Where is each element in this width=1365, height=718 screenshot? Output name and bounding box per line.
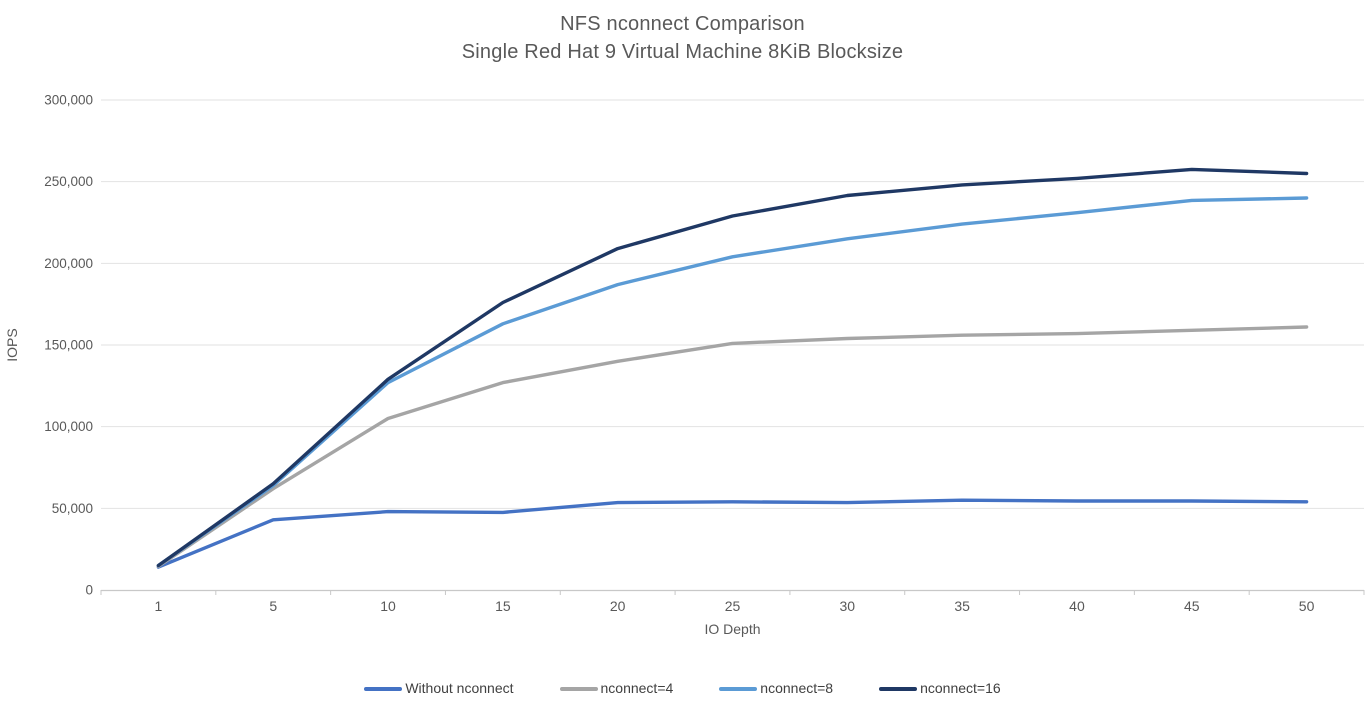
legend-label: nconnect=8 <box>760 680 834 696</box>
legend-label: nconnect=4 <box>600 680 674 696</box>
chart-title: NFS nconnect Comparison Single Red Hat 9… <box>0 10 1365 66</box>
legend-label: nconnect=16 <box>920 680 1001 696</box>
legend-line-swatch-nconnect-8 <box>719 686 758 691</box>
chart-title-line1: NFS nconnect Comparison <box>560 13 805 35</box>
x-tick-label: 35 <box>954 598 970 614</box>
legend-line-swatch-nconnect-16 <box>879 686 918 691</box>
legend-label: Without nconnect <box>405 680 514 696</box>
x-tick-label: 15 <box>495 598 511 614</box>
y-tick-label: 250,000 <box>44 174 93 189</box>
y-tick-label: 0 <box>85 583 93 598</box>
legend-item-without-nconnect: Without nconnect <box>364 680 514 697</box>
chart-title-line2: Single Red Hat 9 Virtual Machine 8KiB Bl… <box>461 41 904 63</box>
legend-item-nconnect-4: nconnect=4 <box>559 680 674 697</box>
legend-line-swatch-without-nconnect <box>364 686 403 691</box>
x-tick-label: 45 <box>1184 598 1200 614</box>
y-tick-label: 200,000 <box>44 256 93 271</box>
x-tick-label: 50 <box>1299 598 1315 614</box>
x-tick-label: 25 <box>725 598 741 614</box>
x-tick-label: 10 <box>380 598 396 614</box>
y-axis-title: IOPS <box>4 328 20 361</box>
x-tick-label: 5 <box>269 598 277 614</box>
x-tick-label: 40 <box>1069 598 1085 614</box>
x-tick-label: 20 <box>610 598 626 614</box>
series-line-nconnect-8 <box>156 196 1309 568</box>
series-line-nconnect-16 <box>156 167 1309 568</box>
y-tick-label: 100,000 <box>44 419 93 434</box>
legend-line-swatch-nconnect-4 <box>559 686 598 691</box>
series-line-without-nconnect <box>156 498 1309 569</box>
legend-item-nconnect-8: nconnect=8 <box>719 680 833 697</box>
y-tick-label: 300,000 <box>44 93 93 108</box>
y-tick-label: 50,000 <box>52 501 93 516</box>
x-axis-title: IO Depth <box>704 621 760 637</box>
series-line-nconnect-4 <box>156 325 1309 568</box>
x-tick-label: 30 <box>840 598 856 614</box>
legend: Without nconnect nconnect=4 nconnect=8 n… <box>0 680 1365 697</box>
legend-item-nconnect-16: nconnect=16 <box>879 680 1001 697</box>
x-tick-label: 1 <box>155 598 163 614</box>
plot-area: 0 50,000 100,000 150,000 200,000 250,000 300,0… <box>4 93 1365 637</box>
y-tick-label: 150,000 <box>44 338 93 353</box>
